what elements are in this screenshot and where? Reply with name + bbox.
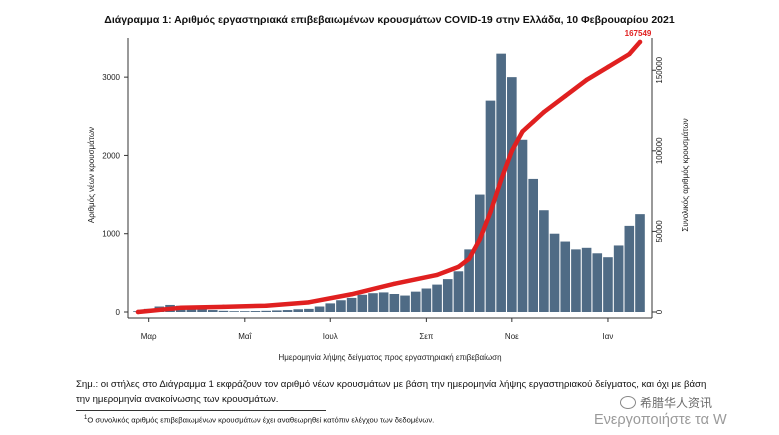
cumulative-point: [520, 129, 525, 134]
bar: [603, 257, 613, 312]
y-tick-label-left: 1000: [102, 230, 120, 239]
bar: [592, 253, 603, 312]
chart-title: Διάγραμμα 1: Αριθμός εργαστηριακά επιβεβ…: [104, 14, 675, 26]
bar: [432, 284, 442, 312]
bar: [624, 225, 635, 312]
y-axis-label-right: Συνολικός αριθμός κρουσμάτων: [681, 118, 690, 231]
y-tick-label-right: 50000: [655, 220, 664, 243]
bar: [410, 291, 421, 312]
bar: [207, 310, 218, 312]
cumulative-point: [509, 148, 515, 154]
cumulative-point: [477, 237, 482, 242]
cumulative-point: [392, 281, 397, 286]
bar: [293, 309, 304, 312]
cumulative-point: [135, 309, 141, 315]
cumulative-point: [456, 264, 461, 270]
bar: [378, 292, 389, 312]
bar: [528, 178, 538, 312]
cumulative-point: [263, 303, 269, 308]
bar: [282, 310, 293, 312]
y-axis-label-left: Αριθμός νέων κρουσμάτων: [87, 127, 96, 223]
bar: [325, 303, 336, 312]
bar: [400, 295, 410, 312]
bar: [346, 297, 357, 312]
cumulative-point: [434, 272, 440, 278]
bar: [336, 300, 346, 312]
cumulative-point: [466, 256, 472, 262]
cumulative-point: [563, 93, 568, 99]
watermark-activate: Ενεργοποιήστε τα W: [594, 412, 727, 428]
bar: [635, 214, 645, 312]
chart-svg: 0 1000 2000 3000 0 50000 100000 150000 Αριθμός ν…: [87, 29, 690, 362]
y-tick-label-right: 150000: [655, 56, 664, 83]
cumulative-point: [627, 51, 632, 57]
y-tick-label-right: 100000: [655, 137, 664, 164]
bar: [421, 288, 432, 312]
x-axis-label: Ημερομηνία λήψης δείγματος προς εργαστηρ…: [278, 353, 501, 362]
footnote-text: Ο συνολικός αριθμός επιβεβαιωμένων κρουσ…: [87, 415, 435, 425]
cumulative-point: [584, 77, 589, 83]
cumulative-point: [605, 64, 611, 70]
x-tick-label: Σεπ: [419, 332, 434, 341]
x-tick-label: Ιουλ: [323, 332, 338, 341]
cumulative-point: [178, 305, 183, 311]
bar: [507, 77, 517, 313]
bar: [197, 308, 207, 312]
cumulative-point: [637, 39, 643, 45]
bar: [613, 245, 624, 312]
bar: [368, 293, 378, 312]
watermark-brand: 希腊华人资讯: [620, 394, 712, 411]
bar: [357, 294, 368, 312]
bar: [453, 271, 464, 312]
bar: [240, 311, 250, 312]
bar: [560, 241, 571, 312]
bar: [261, 310, 271, 312]
bar: [304, 308, 314, 312]
wechat-icon: [620, 396, 636, 409]
cumulative-line: [135, 39, 643, 315]
x-tick-label: Νοε: [505, 332, 519, 341]
cumulative-point: [498, 177, 504, 183]
cumulative-point: [488, 209, 493, 215]
bar: [539, 210, 549, 312]
chart-note: Σημ.: οι στήλες στο Διάγραμμα 1 εκφράζου…: [76, 379, 707, 405]
bar: [517, 139, 528, 312]
cumulative-point: [541, 109, 547, 115]
footnote-divider: [76, 410, 326, 411]
watermark-brand-text: 希腊华人资讯: [640, 396, 713, 410]
cumulative-point: [221, 304, 226, 310]
footnote: 1Ο συνολικός αριθμός επιβεβαιωμένων κρου…: [84, 415, 434, 425]
bar: [442, 279, 453, 312]
y-tick-label-right: 0: [655, 309, 664, 314]
bar: [389, 293, 400, 312]
bar: [464, 249, 474, 312]
x-tick-label: Ιαν: [603, 332, 614, 341]
bar: [571, 249, 581, 312]
x-tick-label: Μαΐ: [238, 332, 252, 341]
bar: [474, 194, 485, 312]
y-tick-label-left: 2000: [102, 151, 120, 160]
cumulative-point: [306, 300, 312, 305]
bar: [250, 311, 261, 312]
y-tick-label-left: 0: [116, 308, 121, 317]
bar: [314, 306, 325, 312]
bar: [549, 233, 560, 312]
footnote-marker: 1: [84, 415, 88, 421]
bar: [229, 311, 239, 312]
final-cumulative-label: 167549: [625, 29, 652, 38]
bar: [581, 247, 592, 312]
cumulative-point: [530, 119, 536, 125]
y-tick-label-left: 3000: [102, 73, 120, 82]
bar: [272, 310, 282, 312]
x-tick-label: Μαρ: [141, 332, 157, 341]
cumulative-point: [349, 292, 354, 297]
bar: [218, 310, 229, 312]
